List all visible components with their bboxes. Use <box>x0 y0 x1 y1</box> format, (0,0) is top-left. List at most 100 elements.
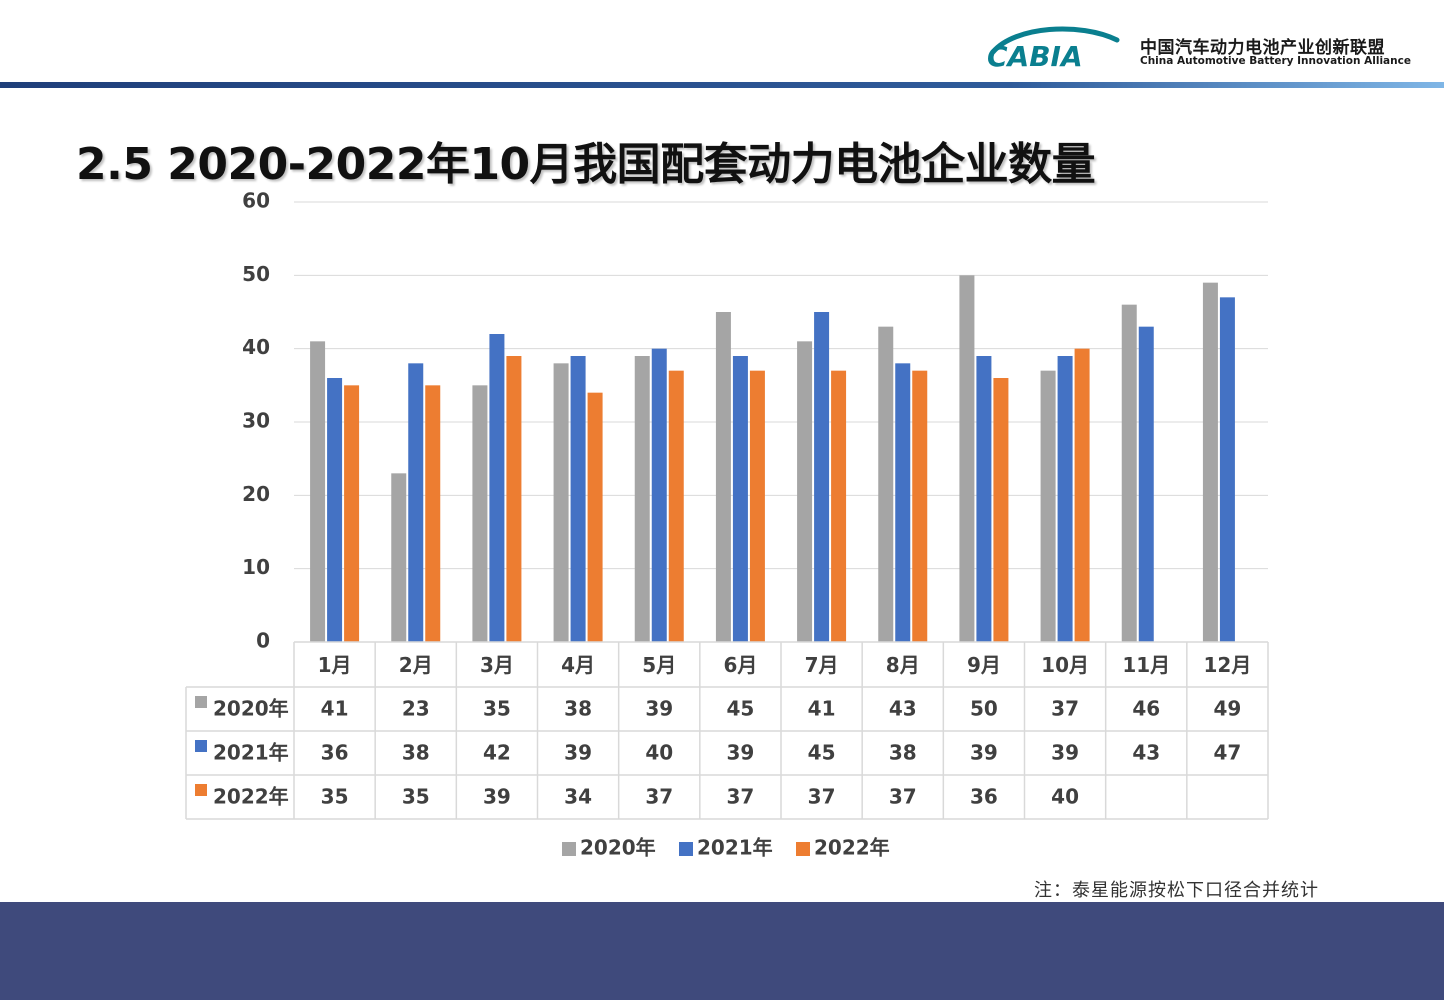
bar <box>1057 356 1073 642</box>
table-cell-value: 37 <box>1051 697 1079 721</box>
bar <box>976 356 992 642</box>
y-tick-label: 40 <box>242 335 270 359</box>
x-category-label: 8月 <box>886 653 920 677</box>
table-cell-value: 36 <box>321 741 349 765</box>
bar <box>310 341 326 642</box>
table-cell-value: 41 <box>321 697 349 721</box>
header-rule <box>0 82 1444 88</box>
bar <box>489 334 505 642</box>
bar <box>749 370 765 642</box>
cabia-logo-mark: CABIA <box>987 26 1120 72</box>
bar <box>587 392 603 642</box>
table-legend-key <box>195 784 207 796</box>
table-series-label: 2021年 <box>213 741 289 765</box>
bar <box>391 473 407 642</box>
table-cell-value: 37 <box>889 785 917 809</box>
table-legend-key <box>195 740 207 752</box>
table-cell-value: 43 <box>889 697 917 721</box>
bar <box>895 363 911 642</box>
table-cell-value: 50 <box>970 697 998 721</box>
bar <box>327 378 343 642</box>
table-cell-value: 39 <box>645 697 673 721</box>
table-cell-value: 47 <box>1213 741 1241 765</box>
table-cell-value: 36 <box>970 785 998 809</box>
bar <box>831 370 847 642</box>
table-series-label: 2022年 <box>213 785 289 809</box>
table-cell-value: 34 <box>564 785 592 809</box>
table-cell-value: 40 <box>645 741 673 765</box>
table-cell-value: 40 <box>1051 785 1079 809</box>
bar <box>797 341 813 642</box>
table-cell-value: 37 <box>726 785 754 809</box>
bar <box>1074 348 1090 642</box>
y-tick-label: 10 <box>242 555 270 579</box>
bar <box>651 348 667 642</box>
footer-band <box>0 902 1444 1000</box>
y-tick-label: 50 <box>242 262 270 286</box>
table-cell-value: 43 <box>1132 741 1160 765</box>
bar <box>912 370 928 642</box>
table-cell-value: 38 <box>402 741 430 765</box>
org-name-cn: 中国汽车动力电池产业创新联盟 <box>1140 38 1385 58</box>
table-cell-value: 38 <box>564 697 592 721</box>
bar <box>1202 282 1218 642</box>
table-cell-value: 39 <box>1051 741 1079 765</box>
bar <box>425 385 441 642</box>
y-tick-label: 20 <box>242 482 270 506</box>
legend-swatch <box>796 842 810 856</box>
logo-mark-text: CABIA <box>987 40 1083 72</box>
bar <box>344 385 360 642</box>
bar <box>732 356 748 642</box>
x-category-label: 2月 <box>399 653 433 677</box>
y-tick-label: 60 <box>242 189 270 213</box>
bar <box>668 370 684 642</box>
bar <box>634 356 650 642</box>
bar <box>878 326 894 642</box>
x-category-label: 10月 <box>1041 653 1089 677</box>
bar <box>1219 297 1235 642</box>
x-category-label: 7月 <box>805 653 839 677</box>
y-tick-label: 30 <box>242 409 270 433</box>
table-cell-value: 23 <box>402 697 430 721</box>
table-legend-key <box>195 696 207 708</box>
y-tick-label: 0 <box>256 629 270 653</box>
bar <box>472 385 488 642</box>
bar-chart: 0 10 20 30 40 50 60 1月 2月 3月 4月 5月 6月 7月 8月 9月 10月 11月 12月… <box>185 189 1269 860</box>
table-cell-value: 39 <box>564 741 592 765</box>
legend-swatch <box>562 842 576 856</box>
legend-swatch <box>679 842 693 856</box>
bar <box>553 363 569 642</box>
table-cell-value: 49 <box>1213 697 1241 721</box>
x-category-label: 4月 <box>561 653 595 677</box>
x-category-label: 5月 <box>642 653 676 677</box>
table-cell-value: 35 <box>321 785 349 809</box>
table-cell-value: 35 <box>483 697 511 721</box>
bar <box>1040 370 1056 642</box>
bar <box>408 363 424 642</box>
footnote: 注：泰星能源按松下口径合并统计 <box>1034 880 1319 901</box>
bar <box>1138 326 1154 642</box>
x-category-label: 11月 <box>1122 653 1170 677</box>
table-cell-value: 37 <box>645 785 673 809</box>
legend-label: 2020年 <box>580 836 656 860</box>
bar <box>959 275 975 642</box>
table-cell-value: 41 <box>808 697 836 721</box>
bar <box>993 378 1009 642</box>
cabia-logo: CABIA 中国汽车动力电池产业创新联盟 China Automotive Ba… <box>985 22 1411 72</box>
table-cell-value: 39 <box>726 741 754 765</box>
table-cell-value: 42 <box>483 741 511 765</box>
bar <box>570 356 586 642</box>
table-cell-value: 46 <box>1132 697 1160 721</box>
table-cell-value: 37 <box>808 785 836 809</box>
x-category-label: 6月 <box>723 653 757 677</box>
bar <box>715 312 731 642</box>
table-cell-value: 35 <box>402 785 430 809</box>
x-category-label: 3月 <box>480 653 514 677</box>
table-cell-value: 39 <box>483 785 511 809</box>
table-cell-value: 45 <box>808 741 836 765</box>
table-cell-value: 38 <box>889 741 917 765</box>
page-title: 2.5 2020-2022年10月我国配套动力电池企业数量 <box>76 139 1096 190</box>
bar <box>814 312 830 642</box>
table-cell-value: 45 <box>726 697 754 721</box>
x-category-label: 1月 <box>318 653 352 677</box>
